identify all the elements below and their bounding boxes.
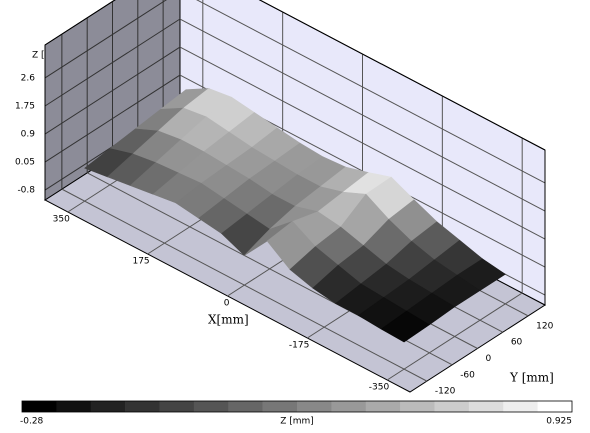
colorbar-step xyxy=(193,401,229,412)
colorbar-step xyxy=(262,401,298,412)
z-tick-label: 0.05 xyxy=(15,158,35,168)
colorbar-frame xyxy=(21,400,573,413)
colorbar-step xyxy=(365,401,401,412)
colorbar-max: 0.925 xyxy=(546,417,572,427)
grid-line xyxy=(44,18,181,107)
grid-line xyxy=(179,18,546,212)
z-tick-label: 1.75 xyxy=(15,102,35,112)
colorbar-step xyxy=(434,401,470,412)
grid-line xyxy=(61,188,428,382)
colorbar-step xyxy=(400,401,435,412)
colorbar-step xyxy=(125,401,160,412)
y-tick-label: -60 xyxy=(460,370,475,380)
z-tick-label: 2.6 xyxy=(21,73,36,83)
colorbar-step xyxy=(228,401,263,412)
x-tick-label: 175 xyxy=(132,257,149,267)
colorbar-step xyxy=(468,401,504,412)
colorbar-step xyxy=(503,401,538,412)
colorbar-step xyxy=(537,401,573,412)
y-axis-label: Y [mm] xyxy=(509,371,554,385)
box-edge xyxy=(258,0,546,151)
grid-line xyxy=(179,46,546,240)
colorbar-min: -0.28 xyxy=(20,417,44,427)
x-tick-label: 350 xyxy=(53,215,70,225)
grid-line xyxy=(44,46,181,135)
z-tick-label: -0.8 xyxy=(17,186,35,196)
colorbar-step xyxy=(331,401,367,412)
colorbar-step xyxy=(159,401,195,412)
colorbar-label: Z [mm] xyxy=(280,417,314,427)
colorbar-step xyxy=(297,401,332,412)
colorbar-step xyxy=(22,401,57,412)
x-tick-label: -175 xyxy=(289,341,309,351)
y-tick-label: 60 xyxy=(511,338,523,348)
grid-line xyxy=(196,0,546,184)
x-axis-label: X[mm] xyxy=(208,313,249,327)
grid-line xyxy=(44,0,167,79)
colorbar-step xyxy=(56,401,92,412)
y-tick-label: 120 xyxy=(536,321,553,331)
y-tick-label: -120 xyxy=(435,387,456,397)
x-tick-label: 0 xyxy=(224,299,230,309)
y-tick-label: 0 xyxy=(486,354,492,364)
colorbar-step xyxy=(90,401,126,412)
grid-line xyxy=(44,74,181,163)
z-tick-label: 0.9 xyxy=(21,130,36,140)
box-edge xyxy=(44,0,116,46)
surface-patch xyxy=(380,310,430,343)
x-tick-label: -350 xyxy=(369,383,390,393)
